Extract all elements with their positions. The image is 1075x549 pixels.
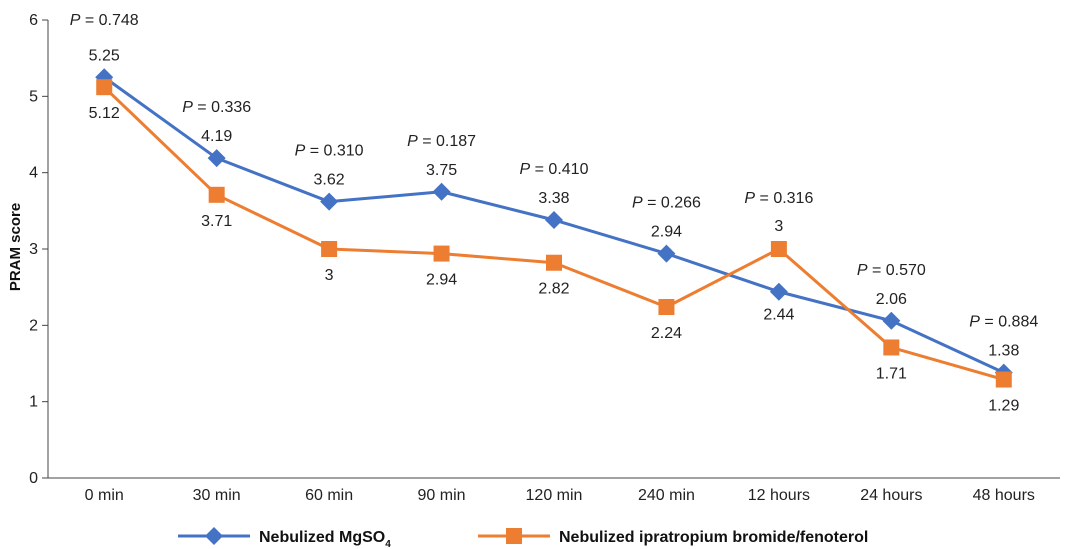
data-label: 3.62 <box>314 172 345 189</box>
p-value-label: P = 0.748 <box>70 12 139 29</box>
data-point-marker <box>657 244 676 263</box>
y-axis: 0 1 2 3 4 5 6 <box>29 12 49 487</box>
y-tick-label: 3 <box>29 241 38 258</box>
data-label: 2.24 <box>651 325 682 342</box>
p-value-label: P = 0.310 <box>295 143 364 160</box>
data-label: 2.82 <box>538 281 569 298</box>
data-label: 5.12 <box>89 105 120 122</box>
y-axis-label: PRAM score <box>7 203 24 291</box>
legend: Nebulized MgSO4 Nebulized ipratropium bro… <box>178 527 868 549</box>
x-tick-label: 240 min <box>638 487 695 504</box>
legend-marker <box>506 528 522 544</box>
x-tick-label: 0 min <box>85 487 124 504</box>
x-tick-label: 90 min <box>418 487 466 504</box>
data-point-marker <box>769 282 788 301</box>
data-label: 2.94 <box>651 224 682 241</box>
x-axis: 0 min 30 min 60 min 90 min 120 min 240 min 12 … <box>48 477 1060 504</box>
data-point-marker <box>96 79 113 96</box>
data-point-marker <box>320 192 339 211</box>
data-point-marker <box>545 210 563 229</box>
legend-label: Nebulized MgSO4 <box>259 529 391 549</box>
data-label: 1.38 <box>988 343 1019 360</box>
p-value-label: P = 0.410 <box>520 161 589 178</box>
p-value-label: P = 0.187 <box>407 133 476 150</box>
p-value-label: P = 0.266 <box>632 195 701 212</box>
data-point-marker <box>433 245 450 262</box>
data-point-marker <box>882 311 901 330</box>
data-point-marker <box>995 371 1012 388</box>
y-tick-label: 2 <box>29 317 38 334</box>
data-label: 3.71 <box>201 213 232 230</box>
y-tick-label: 6 <box>29 12 38 29</box>
p-value-label: P = 0.570 <box>857 262 926 279</box>
y-tick-label: 0 <box>29 470 38 487</box>
x-tick-label: 12 hours <box>748 487 810 504</box>
legend-label: Nebulized ipratropium bromide/fenoterol <box>559 529 868 546</box>
data-label: 1.29 <box>988 398 1019 415</box>
data-label: 3.75 <box>426 162 457 179</box>
p-value-layer: P = 0.748 P = 0.336 P = 0.310 P = 0.187 P = … <box>70 12 1039 331</box>
x-tick-label: 48 hours <box>973 487 1035 504</box>
data-label: 5.25 <box>89 47 120 64</box>
data-point-marker <box>770 241 787 257</box>
data-label: 4.19 <box>201 128 232 145</box>
y-tick-label: 4 <box>29 165 38 182</box>
data-point-marker <box>321 241 338 257</box>
x-tick-label: 24 hours <box>860 487 922 504</box>
legend-marker <box>205 527 223 545</box>
data-point-marker <box>208 186 225 203</box>
data-point-marker <box>883 339 900 356</box>
data-label: 2.44 <box>763 307 794 324</box>
x-tick-label: 120 min <box>526 487 583 504</box>
data-label: 3 <box>325 267 334 284</box>
data-point-marker <box>658 299 675 316</box>
x-tick-label: 60 min <box>305 487 353 504</box>
data-label: 2.06 <box>876 291 907 308</box>
data-label: 1.71 <box>876 365 907 382</box>
data-point-marker <box>432 182 451 201</box>
y-tick-label: 5 <box>29 88 38 105</box>
data-point-marker <box>207 149 226 168</box>
series-line-2 <box>103 86 1005 381</box>
p-value-label: P = 0.336 <box>182 99 251 116</box>
data-label-layer: 5.25 4.19 3.62 3.75 3.38 2.94 2.44 2.06 1.38 5.12… <box>89 47 1020 414</box>
p-value-label: P = 0.316 <box>744 190 813 207</box>
y-tick-label: 1 <box>29 394 38 411</box>
p-value-label: P = 0.884 <box>969 314 1038 331</box>
series-layer <box>95 68 1013 388</box>
data-label: 2.94 <box>426 272 457 289</box>
data-label: 3.38 <box>538 190 569 207</box>
data-label: 3 <box>774 218 783 235</box>
data-point-marker <box>546 254 562 271</box>
x-tick-label: 30 min <box>193 487 241 504</box>
